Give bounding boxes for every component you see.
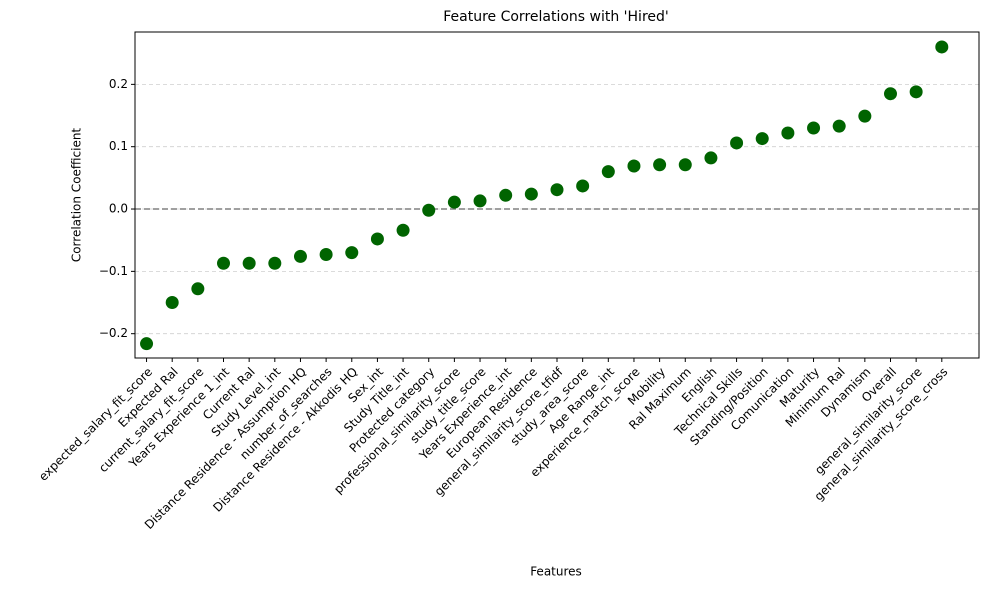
point bbox=[678, 158, 692, 172]
point bbox=[832, 119, 846, 133]
x-tick-label: current_salary_fit_score bbox=[96, 365, 206, 475]
point bbox=[370, 232, 384, 246]
point bbox=[345, 246, 359, 260]
point bbox=[422, 203, 436, 217]
point bbox=[627, 159, 641, 173]
y-tick-label: −0.1 bbox=[99, 264, 128, 278]
point bbox=[473, 194, 487, 208]
point bbox=[883, 87, 897, 101]
point bbox=[653, 158, 667, 172]
point bbox=[730, 136, 744, 150]
point bbox=[217, 256, 231, 270]
point bbox=[755, 132, 769, 146]
point bbox=[396, 223, 410, 237]
point bbox=[704, 151, 718, 165]
x-axis-label: Features bbox=[530, 565, 582, 579]
point bbox=[601, 165, 615, 179]
chart-title: Feature Correlations with 'Hired' bbox=[443, 9, 669, 25]
y-tick-label: 0.0 bbox=[109, 202, 128, 216]
y-tick-label: 0.2 bbox=[109, 77, 128, 91]
point bbox=[268, 256, 282, 270]
y-axis-label: Correlation Coefficient bbox=[70, 128, 84, 263]
point bbox=[909, 85, 923, 99]
point bbox=[550, 183, 564, 197]
point bbox=[447, 195, 461, 209]
point bbox=[242, 256, 256, 270]
point bbox=[781, 126, 795, 140]
point bbox=[140, 337, 154, 351]
point bbox=[499, 188, 513, 202]
point bbox=[935, 40, 949, 54]
point bbox=[165, 296, 179, 310]
point bbox=[293, 249, 307, 263]
point bbox=[858, 109, 872, 123]
y-tick-label: −0.2 bbox=[99, 326, 128, 340]
point bbox=[319, 248, 333, 262]
point bbox=[191, 282, 205, 296]
point bbox=[576, 179, 590, 193]
point bbox=[807, 121, 821, 135]
y-tick-label: 0.1 bbox=[109, 139, 128, 153]
point bbox=[524, 187, 538, 201]
